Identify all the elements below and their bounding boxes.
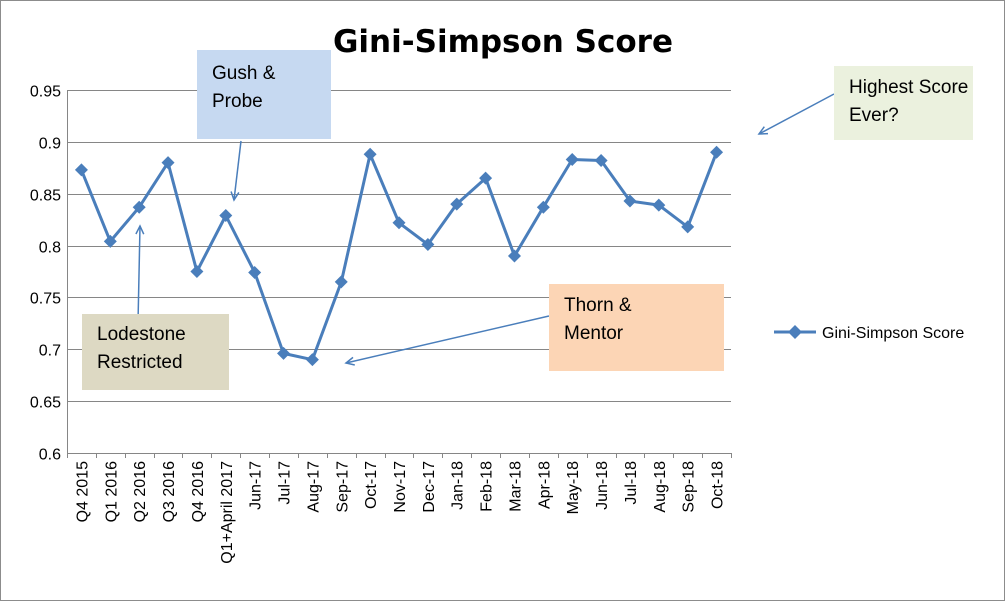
data-point [219, 208, 233, 222]
legend-label: Gini-Simpson Score [822, 325, 964, 342]
data-point [363, 147, 377, 161]
x-tick-label: Q1+April 2017 [219, 461, 236, 564]
x-tick-label: Dec-17 [421, 461, 438, 513]
x-tick-label: Aug-18 [652, 461, 669, 513]
series-gini-simpson [74, 145, 724, 367]
x-tick-label: Q4 2015 [74, 461, 91, 522]
arrow-thorn-mentor-head [344, 356, 355, 366]
x-tick-label: Oct-17 [363, 461, 380, 509]
x-tick-label: Jun-18 [594, 461, 611, 510]
data-point [652, 198, 666, 212]
data-point [594, 154, 608, 168]
arrow-gush-probe [233, 140, 242, 201]
arrow-lodestone [137, 225, 141, 324]
data-point [479, 171, 493, 185]
y-tick-label: 0.6 [39, 447, 61, 464]
y-tick-label: 0.8 [39, 240, 61, 257]
x-tick-label: Nov-17 [392, 461, 409, 513]
x-tick-label: Jun-17 [248, 461, 265, 510]
data-point [248, 266, 262, 280]
data-point [392, 216, 406, 230]
data-point [536, 200, 550, 214]
axes [67, 90, 732, 458]
data-point [421, 238, 435, 252]
x-tick-label: Q3 2016 [161, 461, 178, 522]
arrow-highest-score [758, 93, 835, 135]
data-point [305, 353, 319, 367]
data-point [190, 265, 204, 278]
annotation-highest-score: Highest Score Ever? [834, 66, 973, 140]
chart-title: Gini-Simpson Score [333, 24, 673, 60]
x-axis-tick-labels: Q4 2015 Q1 2016 Q2 2016 Q3 2016 Q4 2016 Q1+Ap… [74, 461, 726, 564]
legend: Gini-Simpson Score [774, 325, 964, 342]
x-tick-label: Q1 2016 [103, 461, 120, 522]
annotation-arrows [135, 93, 835, 366]
annotation-gush-probe: Gush & Probe [197, 50, 331, 139]
x-tick-label: Q4 2016 [190, 461, 207, 522]
y-axis-tick-labels: 0.95 0.9 0.85 0.8 0.75 0.7 0.65 0.6 [30, 84, 61, 464]
x-tick-label: Q2 2016 [132, 461, 149, 522]
arrow-thorn-mentor [345, 315, 550, 364]
x-tick-label: Jul-18 [623, 461, 640, 505]
data-point [623, 194, 637, 208]
data-point [710, 145, 724, 159]
data-point [681, 220, 695, 234]
y-tick-label: 0.85 [30, 188, 61, 205]
x-tick-label: Oct-18 [710, 461, 727, 509]
data-point [334, 275, 348, 289]
x-tick-label: Mar-18 [507, 461, 524, 512]
y-tick-label: 0.75 [30, 291, 61, 308]
arrow-gush-probe-head [230, 191, 240, 202]
arrow-highest-score-head [757, 126, 769, 135]
x-tick-label: May-18 [565, 461, 582, 514]
data-point [450, 197, 464, 211]
y-tick-label: 0.9 [39, 136, 61, 153]
annotation-thorn-mentor: Thorn & Mentor [549, 284, 724, 371]
x-tick-label: Sep-18 [681, 461, 698, 513]
annotation-lodestone-restricted: Lodestone Restricted [82, 314, 229, 390]
x-tick-label: Sep-17 [334, 461, 351, 513]
data-point [132, 200, 146, 214]
y-tick-label: 0.95 [30, 84, 61, 101]
arrow-lodestone-head [135, 224, 145, 235]
x-tick-label: Jul-17 [277, 461, 294, 505]
data-point [565, 152, 579, 166]
x-tick-label: Aug-17 [305, 461, 322, 513]
x-tick-label: Apr-18 [536, 461, 553, 509]
data-point [161, 156, 175, 170]
data-point [507, 249, 521, 263]
data-point [277, 346, 291, 360]
y-tick-label: 0.7 [39, 343, 61, 360]
data-point [74, 163, 88, 177]
x-tick-label: Jan-18 [450, 461, 467, 510]
data-point [103, 234, 117, 248]
legend-marker-swatch [788, 325, 802, 339]
x-tick-label: Feb-18 [479, 461, 496, 512]
y-tick-label: 0.65 [30, 395, 61, 412]
